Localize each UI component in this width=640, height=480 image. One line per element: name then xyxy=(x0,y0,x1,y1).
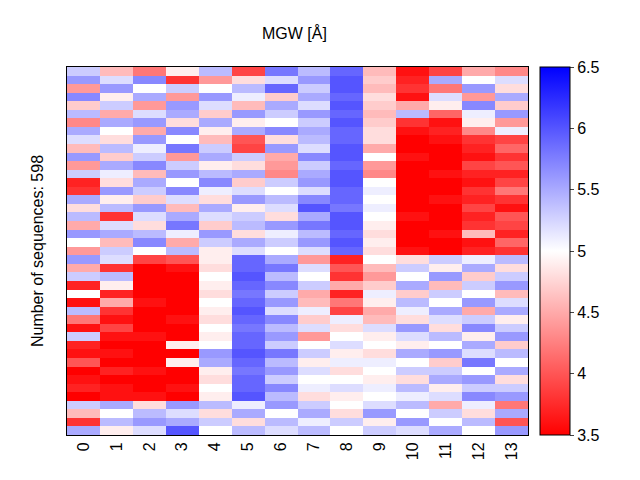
svg-text:4: 4 xyxy=(206,442,223,451)
svg-text:MGW [Å]: MGW [Å] xyxy=(262,24,327,42)
svg-text:1: 1 xyxy=(108,442,125,451)
svg-text:4.5: 4.5 xyxy=(577,304,599,321)
svg-text:8: 8 xyxy=(338,442,355,451)
svg-text:11: 11 xyxy=(437,442,454,459)
svg-text:13: 13 xyxy=(503,442,520,460)
svg-text:3.5: 3.5 xyxy=(577,427,599,444)
svg-text:5: 5 xyxy=(577,243,586,260)
svg-text:6.5: 6.5 xyxy=(577,59,599,76)
svg-text:5.5: 5.5 xyxy=(577,181,599,198)
svg-text:0: 0 xyxy=(75,442,92,451)
svg-text:6: 6 xyxy=(272,442,289,451)
svg-text:9: 9 xyxy=(371,442,388,451)
svg-text:Number of sequences: 598: Number of sequences: 598 xyxy=(29,155,46,347)
svg-text:4: 4 xyxy=(577,365,586,382)
svg-text:3: 3 xyxy=(173,442,190,451)
svg-text:7: 7 xyxy=(305,442,322,451)
svg-text:5: 5 xyxy=(239,442,256,451)
svg-text:2: 2 xyxy=(141,442,158,451)
svg-text:12: 12 xyxy=(470,442,487,460)
svg-text:6: 6 xyxy=(577,120,586,137)
svg-text:10: 10 xyxy=(404,442,421,460)
